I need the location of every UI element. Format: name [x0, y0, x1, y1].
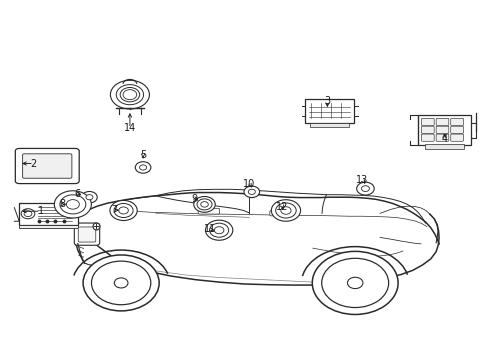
Bar: [305, 99, 353, 123]
Text: 9: 9: [191, 194, 198, 204]
Circle shape: [209, 223, 228, 237]
FancyBboxPatch shape: [435, 118, 448, 126]
FancyBboxPatch shape: [22, 154, 72, 178]
Circle shape: [135, 162, 151, 173]
Circle shape: [197, 199, 212, 210]
FancyBboxPatch shape: [74, 223, 100, 245]
Text: 14: 14: [123, 123, 136, 133]
FancyBboxPatch shape: [450, 126, 463, 134]
Circle shape: [54, 191, 91, 218]
Text: 13: 13: [356, 175, 368, 185]
Circle shape: [193, 197, 215, 212]
Circle shape: [248, 189, 255, 194]
Circle shape: [24, 211, 32, 217]
FancyBboxPatch shape: [198, 208, 219, 214]
Circle shape: [119, 207, 128, 214]
FancyBboxPatch shape: [421, 126, 433, 134]
Text: 6: 6: [74, 189, 80, 199]
FancyBboxPatch shape: [78, 227, 96, 242]
Text: 10: 10: [243, 179, 255, 189]
Circle shape: [114, 203, 133, 217]
Circle shape: [114, 278, 128, 288]
FancyBboxPatch shape: [450, 134, 463, 141]
Circle shape: [120, 87, 140, 102]
Circle shape: [139, 165, 146, 170]
Bar: [424, 144, 463, 149]
Circle shape: [110, 80, 149, 109]
FancyBboxPatch shape: [435, 134, 448, 141]
Text: 1: 1: [38, 206, 43, 216]
Circle shape: [201, 202, 208, 207]
Circle shape: [244, 186, 259, 198]
Circle shape: [21, 209, 35, 219]
Circle shape: [81, 192, 97, 203]
Bar: [417, 116, 470, 145]
Bar: [19, 203, 78, 225]
Text: 5: 5: [140, 150, 146, 160]
Circle shape: [347, 277, 362, 289]
FancyBboxPatch shape: [421, 118, 433, 126]
Circle shape: [312, 251, 397, 315]
FancyBboxPatch shape: [269, 211, 289, 216]
Circle shape: [66, 199, 79, 209]
Circle shape: [110, 201, 137, 221]
Circle shape: [86, 195, 93, 200]
Circle shape: [83, 255, 159, 311]
FancyBboxPatch shape: [450, 118, 463, 126]
Circle shape: [123, 90, 137, 100]
FancyBboxPatch shape: [435, 126, 448, 134]
Text: 8: 8: [59, 199, 65, 210]
Circle shape: [361, 186, 368, 192]
FancyBboxPatch shape: [421, 134, 433, 141]
Text: 7: 7: [111, 205, 117, 215]
Circle shape: [205, 220, 232, 240]
Circle shape: [60, 195, 86, 214]
Text: 12: 12: [276, 202, 288, 212]
Circle shape: [280, 207, 290, 214]
Circle shape: [91, 261, 150, 305]
Circle shape: [321, 258, 388, 307]
Bar: [19, 225, 78, 228]
Circle shape: [356, 182, 373, 195]
Text: 4: 4: [441, 134, 447, 144]
Bar: [310, 123, 348, 127]
Text: 2: 2: [31, 158, 37, 168]
FancyBboxPatch shape: [15, 148, 79, 184]
Circle shape: [116, 85, 143, 105]
Circle shape: [275, 203, 296, 218]
Text: 3: 3: [324, 96, 330, 106]
Text: 11: 11: [204, 225, 216, 234]
Circle shape: [271, 200, 300, 221]
Circle shape: [214, 227, 224, 234]
